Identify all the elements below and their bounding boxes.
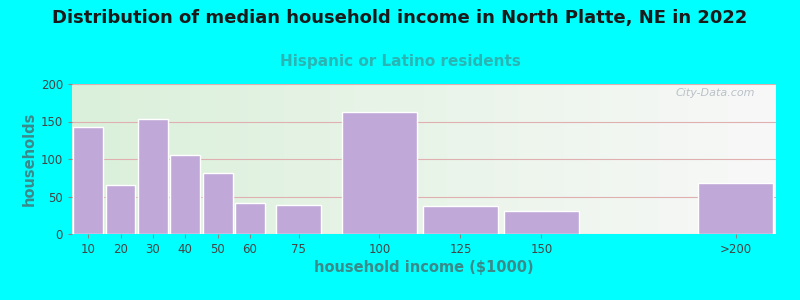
Text: Distribution of median household income in North Platte, NE in 2022: Distribution of median household income … [52, 9, 748, 27]
Bar [504, 211, 578, 234]
Text: Hispanic or Latino residents: Hispanic or Latino residents [279, 54, 521, 69]
Bar [276, 205, 321, 234]
Bar [138, 119, 168, 234]
Bar [423, 206, 498, 234]
X-axis label: household income ($1000): household income ($1000) [314, 260, 534, 275]
Bar [170, 154, 200, 234]
Bar [74, 127, 103, 234]
Bar [202, 172, 233, 234]
Bar [342, 112, 417, 234]
Bar [235, 202, 265, 234]
Text: City-Data.com: City-Data.com [675, 88, 755, 98]
Bar [106, 185, 135, 234]
Bar [698, 183, 773, 234]
Y-axis label: households: households [22, 112, 37, 206]
